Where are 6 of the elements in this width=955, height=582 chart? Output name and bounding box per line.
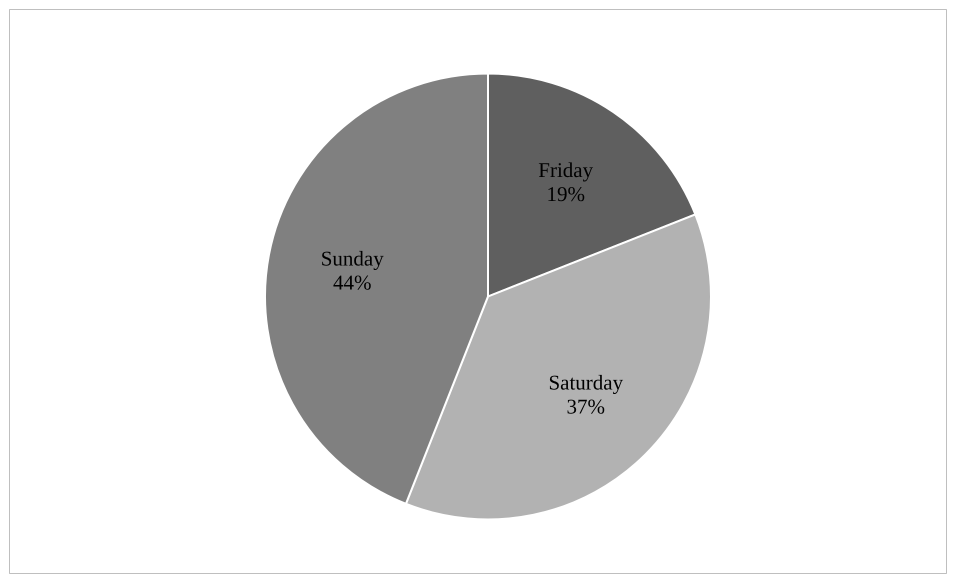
slice-label: Saturday <box>548 370 624 394</box>
slice-label: Friday <box>538 158 594 182</box>
data-label: 19% <box>546 182 585 206</box>
data-label: 44% <box>332 270 372 295</box>
slice-label: Sunday <box>320 246 384 271</box>
data-label: 37% <box>566 394 606 418</box>
